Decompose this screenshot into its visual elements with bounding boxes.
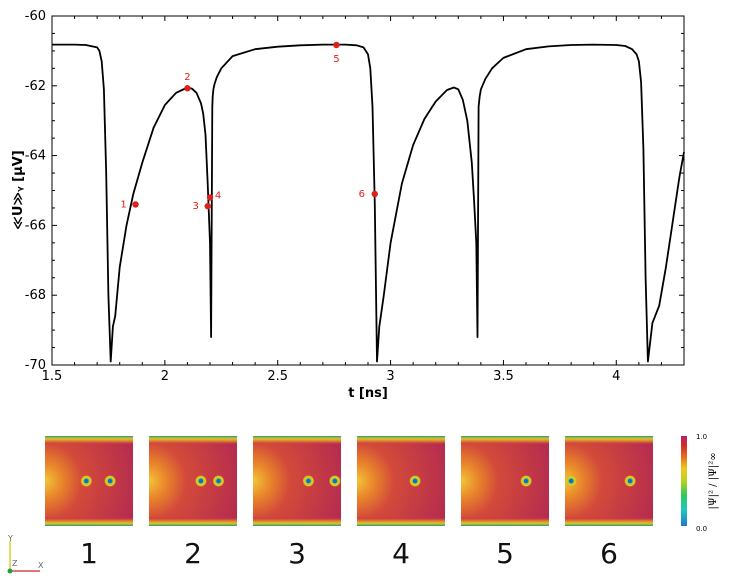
- panel-field: [565, 436, 653, 526]
- y-tick-label: -60: [25, 9, 46, 24]
- panel-number: 5: [496, 537, 514, 570]
- marker-point-4: [206, 194, 214, 201]
- panel-number: 1: [80, 537, 98, 570]
- panel-top-edge: [149, 436, 237, 445]
- y-tick-label: -66: [25, 218, 46, 233]
- potential-curve: [52, 43, 685, 363]
- marker-label-5: 5: [333, 54, 339, 65]
- axes-triad-icon: Y Z X: [7, 534, 44, 574]
- vortex-core: [332, 478, 338, 484]
- marker-label-3: 3: [193, 201, 199, 212]
- marker-label-4: 4: [215, 190, 221, 201]
- vortex-core: [216, 478, 221, 484]
- panel-top-edge: [565, 436, 653, 445]
- colorbar-min-label: 0.0: [696, 525, 707, 533]
- panel-top-edge: [461, 436, 549, 445]
- x-tick-label: 4: [612, 369, 620, 384]
- panel-field: [253, 436, 341, 526]
- panel-number: 2: [184, 537, 202, 570]
- panel-bottom-edge: [253, 517, 341, 526]
- y-tick-label: -64: [25, 149, 46, 164]
- x-tick-label: 2: [161, 369, 169, 384]
- vortex-core: [306, 478, 311, 484]
- panel-bottom-edge: [45, 517, 133, 526]
- vortex-core: [627, 478, 633, 484]
- panel-bottom-edge: [565, 517, 653, 526]
- snapshot-panel-4: 4: [357, 436, 445, 570]
- panel-field: [461, 436, 549, 526]
- panel-field: [357, 436, 445, 526]
- vortex-core: [84, 478, 89, 484]
- y-tick-label: -62: [25, 79, 46, 94]
- panel-bottom-edge: [357, 517, 445, 526]
- colorbar-max-label: 1.0: [696, 433, 707, 441]
- marker-label-6: 6: [359, 189, 365, 200]
- marker-label-1: 1: [120, 199, 126, 210]
- panel-number: 4: [392, 537, 410, 570]
- marker-point-6: [371, 190, 378, 198]
- y-tick-label: -68: [25, 288, 46, 303]
- panel-bottom-edge: [461, 517, 549, 526]
- x-axis-label: t [ns]: [348, 386, 388, 401]
- marker-point-2: [184, 85, 191, 92]
- y-tick-label: -70: [25, 358, 46, 373]
- colorbar-title: |Ψ|² / |Ψ|²∞: [708, 452, 719, 509]
- vortex-core: [568, 478, 574, 484]
- triad-x-label: X: [38, 561, 44, 570]
- panel-top-edge: [357, 436, 445, 445]
- snapshot-panel-1: 1: [45, 436, 133, 570]
- snapshot-panel-2: 2: [149, 436, 237, 570]
- plot-frame: [51, 15, 685, 366]
- panel-bottom-edge: [149, 517, 237, 526]
- vortex-core: [523, 478, 529, 484]
- snapshot-panel-3: 3: [253, 436, 341, 570]
- panel-top-edge: [253, 436, 341, 445]
- vortex-core: [412, 478, 418, 484]
- marker-point-1: [132, 201, 139, 208]
- vortex-core: [198, 478, 204, 484]
- y-axis-label: ≪U≫ᵧ [μV]: [11, 150, 26, 229]
- snapshot-panel-6: 6: [565, 436, 653, 570]
- marker-label-2: 2: [184, 72, 190, 83]
- triad-z-label: Z: [12, 559, 18, 568]
- panel-number: 3: [288, 537, 306, 570]
- triad-y-label: Y: [7, 534, 13, 543]
- panel-top-edge: [45, 436, 133, 445]
- vortex-core: [107, 478, 113, 484]
- colorbar: [681, 436, 687, 526]
- x-tick-label: 1.5: [42, 369, 63, 384]
- x-tick-label: 2.5: [267, 369, 288, 384]
- x-tick-label: 3.5: [493, 369, 514, 384]
- snapshot-panel-5: 5: [461, 436, 549, 570]
- snapshot-panels: 1 2 3 4 5 6: [45, 436, 653, 570]
- marker-point-5: [333, 41, 340, 49]
- marker-point-3: [204, 203, 211, 210]
- x-tick-label: 3: [386, 369, 394, 384]
- x-axis: 1.5 2 2.5 3 3.5 4: [42, 16, 685, 384]
- panel-number: 6: [600, 537, 618, 570]
- y-axis: -60 -62 -64 -66 -68 -70: [25, 9, 684, 373]
- time-markers: 1 2 3 4 5 6: [120, 41, 378, 212]
